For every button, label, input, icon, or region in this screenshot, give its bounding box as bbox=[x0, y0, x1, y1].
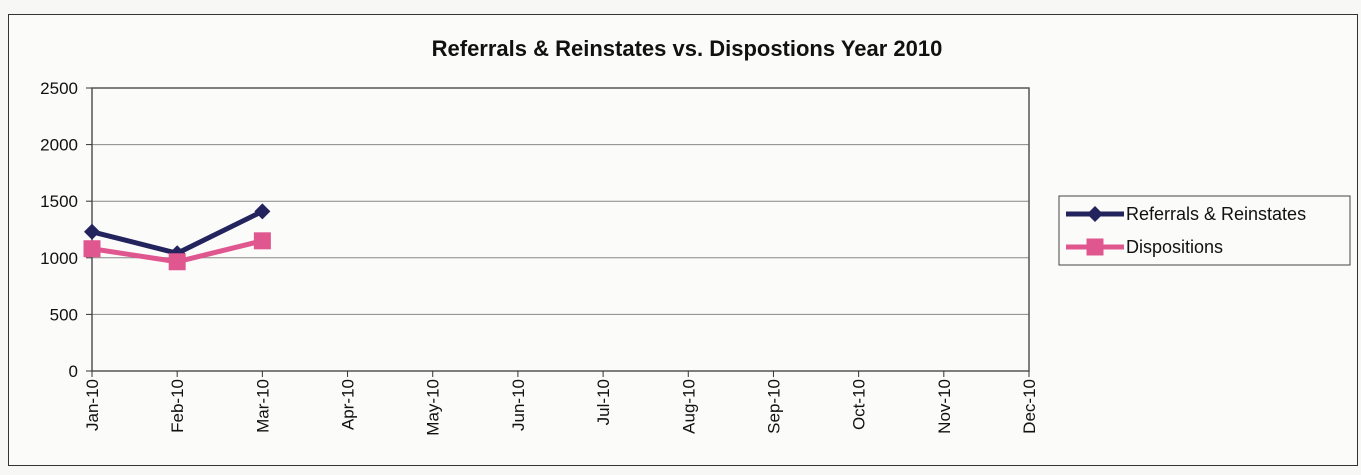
chart-title: Referrals & Reinstates vs. Dispostions Y… bbox=[432, 36, 943, 61]
data-point-diamond bbox=[254, 203, 271, 220]
y-tick-label: 2500 bbox=[40, 79, 78, 98]
legend: Referrals & Reinstates Dispositions bbox=[1058, 195, 1351, 266]
x-axis: Jan-10 Feb-10 Mar-10 Apr-10 May-10 Jun-10 Jul-… bbox=[83, 371, 1039, 436]
x-tick-label: Apr-10 bbox=[339, 379, 358, 430]
y-tick-label: 1500 bbox=[40, 192, 78, 211]
data-point-square bbox=[1086, 238, 1104, 256]
x-tick-label: Jul-10 bbox=[594, 379, 613, 425]
y-tick-label: 2000 bbox=[40, 136, 78, 155]
x-tick-label: Feb-10 bbox=[168, 379, 187, 433]
y-tick-label: 500 bbox=[50, 305, 78, 324]
data-point-diamond bbox=[1087, 206, 1103, 222]
series-group bbox=[83, 203, 271, 271]
x-tick-label: Dec-10 bbox=[1020, 379, 1039, 434]
legend-item: Dispositions bbox=[1066, 237, 1223, 257]
gridlines bbox=[92, 144, 1029, 315]
x-tick-label: Mar-10 bbox=[253, 379, 272, 433]
x-tick-label: May-10 bbox=[424, 379, 443, 436]
data-point-square bbox=[83, 240, 101, 258]
x-tick-label: Jan-10 bbox=[83, 379, 102, 431]
x-tick-label: Oct-10 bbox=[850, 379, 869, 430]
y-tick-label: 1000 bbox=[40, 249, 78, 268]
x-tick-label: Jun-10 bbox=[509, 379, 528, 431]
x-tick-label: Nov-10 bbox=[935, 379, 954, 434]
series-dispositions bbox=[83, 232, 271, 271]
y-axis: 0 500 1000 1500 2000 2500 bbox=[40, 79, 92, 381]
data-point-square bbox=[253, 232, 271, 250]
plot-area bbox=[91, 87, 1030, 372]
x-tick-label: Aug-10 bbox=[679, 379, 698, 434]
y-tick-label: 0 bbox=[69, 362, 78, 381]
legend-label: Dispositions bbox=[1126, 237, 1223, 257]
data-point-square bbox=[168, 253, 186, 271]
x-tick-label: Sep-10 bbox=[764, 379, 783, 434]
data-point-diamond bbox=[84, 223, 100, 240]
legend-label: Referrals & Reinstates bbox=[1126, 204, 1306, 224]
legend-item: Referrals & Reinstates bbox=[1066, 204, 1306, 224]
legend-box bbox=[1058, 195, 1351, 266]
